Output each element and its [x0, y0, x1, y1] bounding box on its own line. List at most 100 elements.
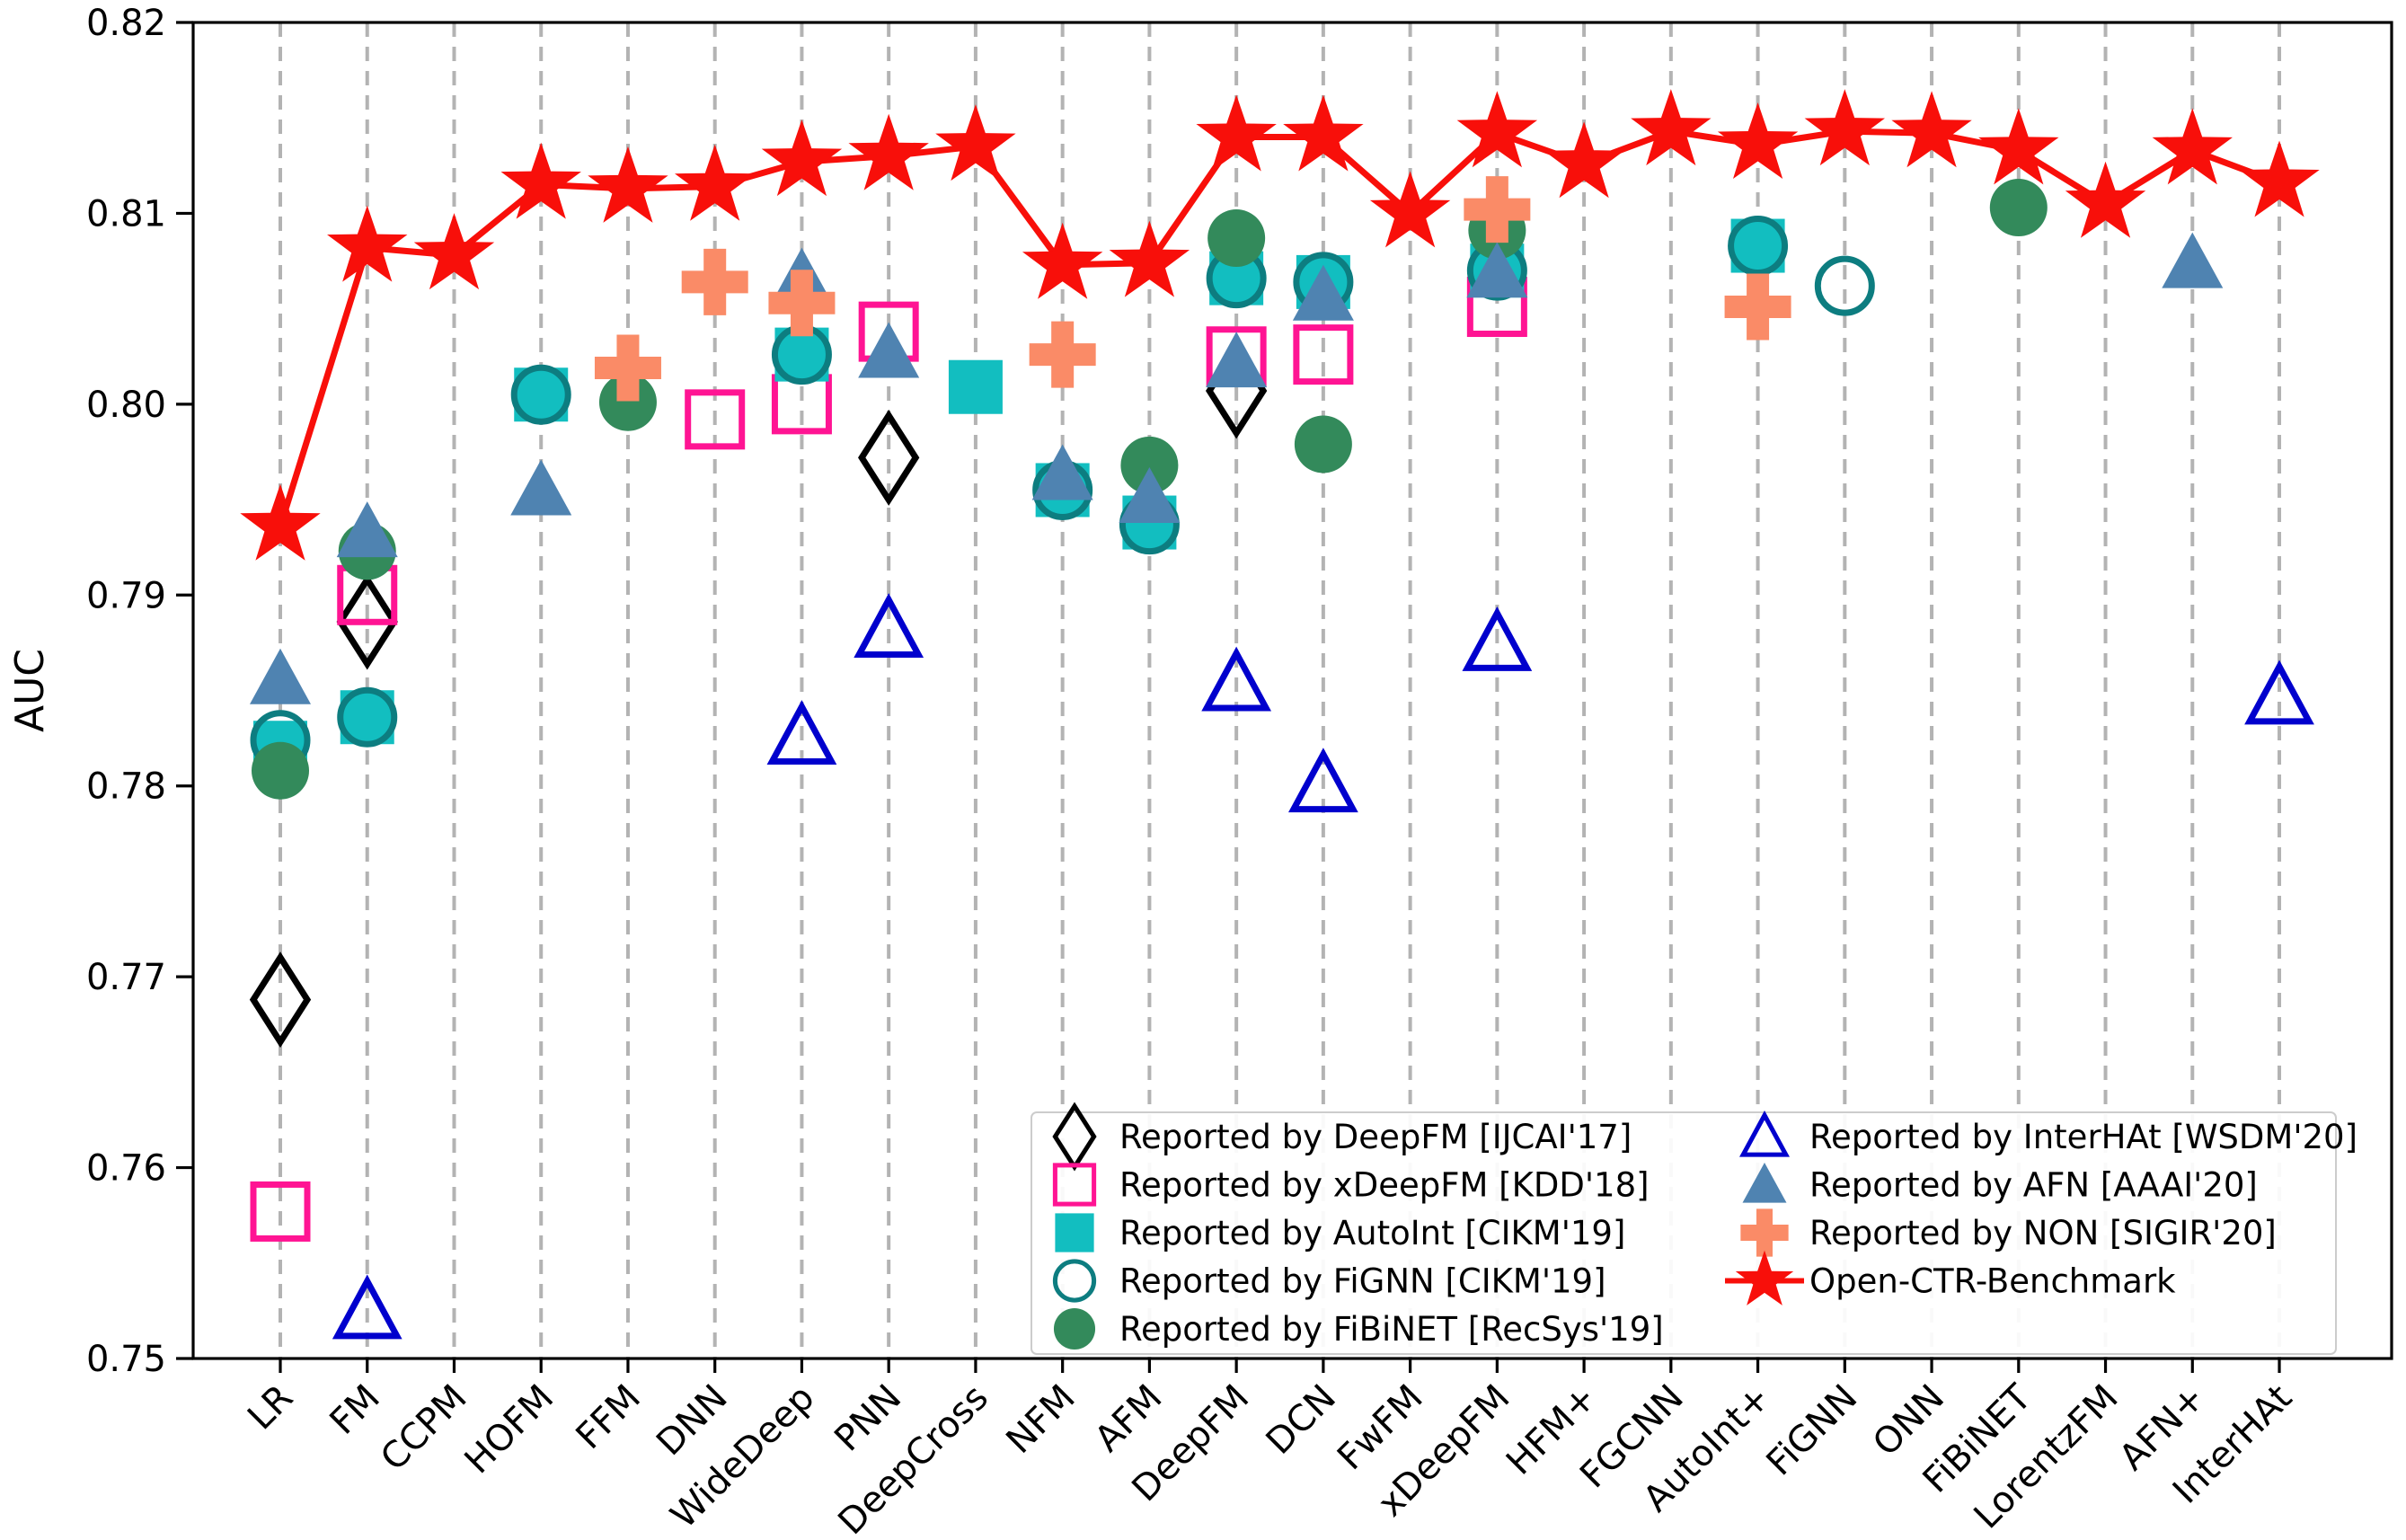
legend-entry-interhat-wsdm20: Reported by InterHAt [WSDM'20] [1739, 1110, 2357, 1157]
y-axis: 0.75 0.76 0.77 0.78 0.79 0.80 0.81 0.82 AUC [7, 3, 193, 1380]
marker-xdeepfm-kdd18-LR [250, 1181, 311, 1242]
marker-fignn-cikm19-HOFM [510, 364, 571, 425]
legend-icon-non-sigir20 [1740, 1208, 1789, 1257]
marker-non-sigir20-NFM [1029, 321, 1096, 388]
marker-fibinet-recsys19-FFM [598, 373, 657, 431]
marker-open-ctr-benchmark-AFM [1109, 220, 1190, 297]
y-axis-title: AUC [7, 649, 53, 732]
legend-entry-xdeepfm-kdd18: Reported by xDeepFM [KDD'18] [1052, 1163, 1650, 1207]
marker-open-ctr-benchmark-DeepFM [1196, 94, 1277, 172]
y-tick-label-0.76: 0.76 [86, 1148, 166, 1190]
legend-icon-xdeepfm-kdd18 [1052, 1163, 1097, 1207]
marker-open-ctr-benchmark-FwFM [1369, 171, 1451, 248]
marker-open-ctr-benchmark-FiGNN [1804, 89, 1886, 166]
marker-afn-aaai20-PNN [858, 322, 920, 378]
marker-non-sigir20-DNN [681, 248, 748, 315]
marker-non-sigir20-xDeepFM [1464, 176, 1531, 243]
marker-fibinet-recsys19-LR [252, 741, 309, 800]
marker-interhat-wsdm20-xDeepFM [1462, 606, 1533, 671]
marker-open-ctr-benchmark-FM [327, 205, 408, 282]
marker-open-ctr-benchmark-HOFM [500, 142, 581, 219]
legend-label-afn-aaai20: Reported by AFN [AAAI'20] [1809, 1166, 2258, 1205]
marker-non-sigir20-FFM [594, 334, 661, 402]
legend-entry-afn-aaai20: Reported by AFN [AAAI'20] [1742, 1163, 2258, 1205]
marker-fignn-cikm19-FM [337, 686, 398, 748]
legend-icon-open-ctr-benchmark [1735, 1250, 1794, 1305]
marker-afn-aaai20-DeepFM [1206, 332, 1268, 388]
legend-icon-fignn-cikm19 [1052, 1259, 1097, 1303]
marker-open-ctr-benchmark-CCPM [413, 213, 495, 290]
legend-icon-autoint-cikm19 [1055, 1213, 1094, 1252]
marker-interhat-wsdm20-DCN [1288, 748, 1358, 813]
legend-entry-open-ctr-benchmark: Open-CTR-Benchmark [1725, 1250, 2176, 1305]
legend: Reported by DeepFM [IJCAI'17] Reported by… [1031, 1102, 2357, 1355]
marker-open-ctr-benchmark-AutoInt+ [1717, 102, 1799, 179]
y-tick-label-0.82: 0.82 [86, 3, 166, 44]
marker-interhat-wsdm20-InterHAt [2244, 659, 2314, 725]
series-non-sigir20 [594, 176, 1791, 402]
marker-interhat-wsdm20-FM [332, 1274, 402, 1340]
marker-fignn-cikm19-FiGNN [1814, 255, 1875, 316]
marker-open-ctr-benchmark-HFM+ [1544, 121, 1624, 199]
marker-fibinet-recsys19-FiBiNET [1989, 179, 2048, 237]
marker-fibinet-recsys19-DeepFM [1207, 209, 1266, 268]
marker-non-sigir20-AutoInt+ [1724, 273, 1791, 341]
legend-entry-non-sigir20: Reported by NON [SIGIR'20] [1740, 1208, 2277, 1257]
marker-open-ctr-benchmark-FGCNN [1631, 89, 1712, 166]
legend-entry-fibinet-recsys19: Reported by FiBiNET [RecSys'19] [1053, 1307, 1664, 1350]
marker-deepfm-ijcai17-LR [249, 951, 312, 1049]
legend-icon-fibinet-recsys19 [1053, 1307, 1096, 1350]
marker-afn-aaai20-FM [336, 501, 398, 558]
y-tick-label-0.75: 0.75 [86, 1339, 166, 1380]
marker-interhat-wsdm20-DeepFM [1201, 646, 1272, 712]
marker-non-sigir20-WideDeep [768, 270, 836, 337]
marker-deepfm-ijcai17-PNN [858, 409, 920, 506]
marker-afn-aaai20-AFN+ [2162, 232, 2224, 288]
marker-open-ctr-benchmark-InterHAt [2239, 140, 2320, 217]
y-tick-label-0.80: 0.80 [86, 385, 166, 426]
marker-deepfm-ijcai17-FM [336, 573, 398, 670]
plot-border [191, 21, 2393, 1360]
marker-afn-aaai20-NFM [1031, 444, 1093, 500]
y-tick-label-0.79: 0.79 [86, 575, 166, 616]
marker-afn-aaai20-DCN [1292, 264, 1354, 321]
legend-label-fibinet-recsys19: Reported by FiBiNET [RecSys'19] [1119, 1310, 1664, 1349]
legend-label-interhat-wsdm20: Reported by InterHAt [WSDM'20] [1809, 1118, 2357, 1156]
legend-icon-interhat-wsdm20 [1739, 1110, 1790, 1157]
legend-label-xdeepfm-kdd18: Reported by xDeepFM [KDD'18] [1119, 1166, 1650, 1205]
marker-open-ctr-benchmark-WideDeep [761, 119, 843, 197]
series-open-ctr-benchmark [240, 89, 2320, 561]
marker-open-ctr-benchmark-xDeepFM [1456, 91, 1538, 168]
legend-label-open-ctr-benchmark: Open-CTR-Benchmark [1809, 1262, 2176, 1301]
legend-label-autoint-cikm19: Reported by AutoInt [CIKM'19] [1119, 1214, 1625, 1252]
marker-afn-aaai20-HOFM [510, 459, 572, 516]
series-afn-aaai20 [250, 232, 2224, 704]
marker-interhat-wsdm20-PNN [854, 593, 924, 659]
marker-afn-aaai20-xDeepFM [1466, 242, 1528, 298]
marker-afn-aaai20-AFM [1119, 466, 1181, 523]
marker-fibinet-recsys19-DCN [1294, 415, 1352, 474]
marker-open-ctr-benchmark-LorentzFM [2065, 161, 2146, 238]
marker-xdeepfm-kdd18-DCN [1293, 324, 1354, 385]
marker-fignn-cikm19-AutoInt+ [1728, 216, 1789, 277]
marker-fibinet-recsys19-AFM [1120, 436, 1179, 494]
marker-open-ctr-benchmark-NFM [1022, 222, 1103, 299]
y-tick-label-0.78: 0.78 [86, 766, 166, 808]
legend-entry-autoint-cikm19: Reported by AutoInt [CIKM'19] [1055, 1213, 1625, 1252]
y-tick-label-0.77: 0.77 [86, 957, 166, 998]
marker-afn-aaai20-LR [250, 648, 311, 704]
legend-entry-deepfm-ijcai17: Reported by DeepFM [IJCAI'17] [1052, 1102, 1632, 1172]
legend-label-fignn-cikm19: Reported by FiGNN [CIKM'19] [1119, 1262, 1606, 1301]
marker-open-ctr-benchmark-AFN+ [2152, 108, 2233, 185]
marker-open-ctr-benchmark-DNN [675, 144, 756, 221]
legend-entry-fignn-cikm19: Reported by FiGNN [CIKM'19] [1052, 1259, 1606, 1303]
legend-label-non-sigir20: Reported by NON [SIGIR'20] [1809, 1214, 2277, 1252]
marker-open-ctr-benchmark-DeepCross [935, 104, 1016, 181]
marker-open-ctr-benchmark-ONN [1891, 91, 1972, 168]
legend-label-deepfm-ijcai17: Reported by DeepFM [IJCAI'17] [1119, 1118, 1632, 1156]
marker-open-ctr-benchmark-FFM [588, 146, 668, 223]
marker-autoint-cikm19-DeepCross [948, 359, 1003, 414]
marker-open-ctr-benchmark-PNN [848, 113, 929, 190]
legend-box [1031, 1111, 2337, 1355]
